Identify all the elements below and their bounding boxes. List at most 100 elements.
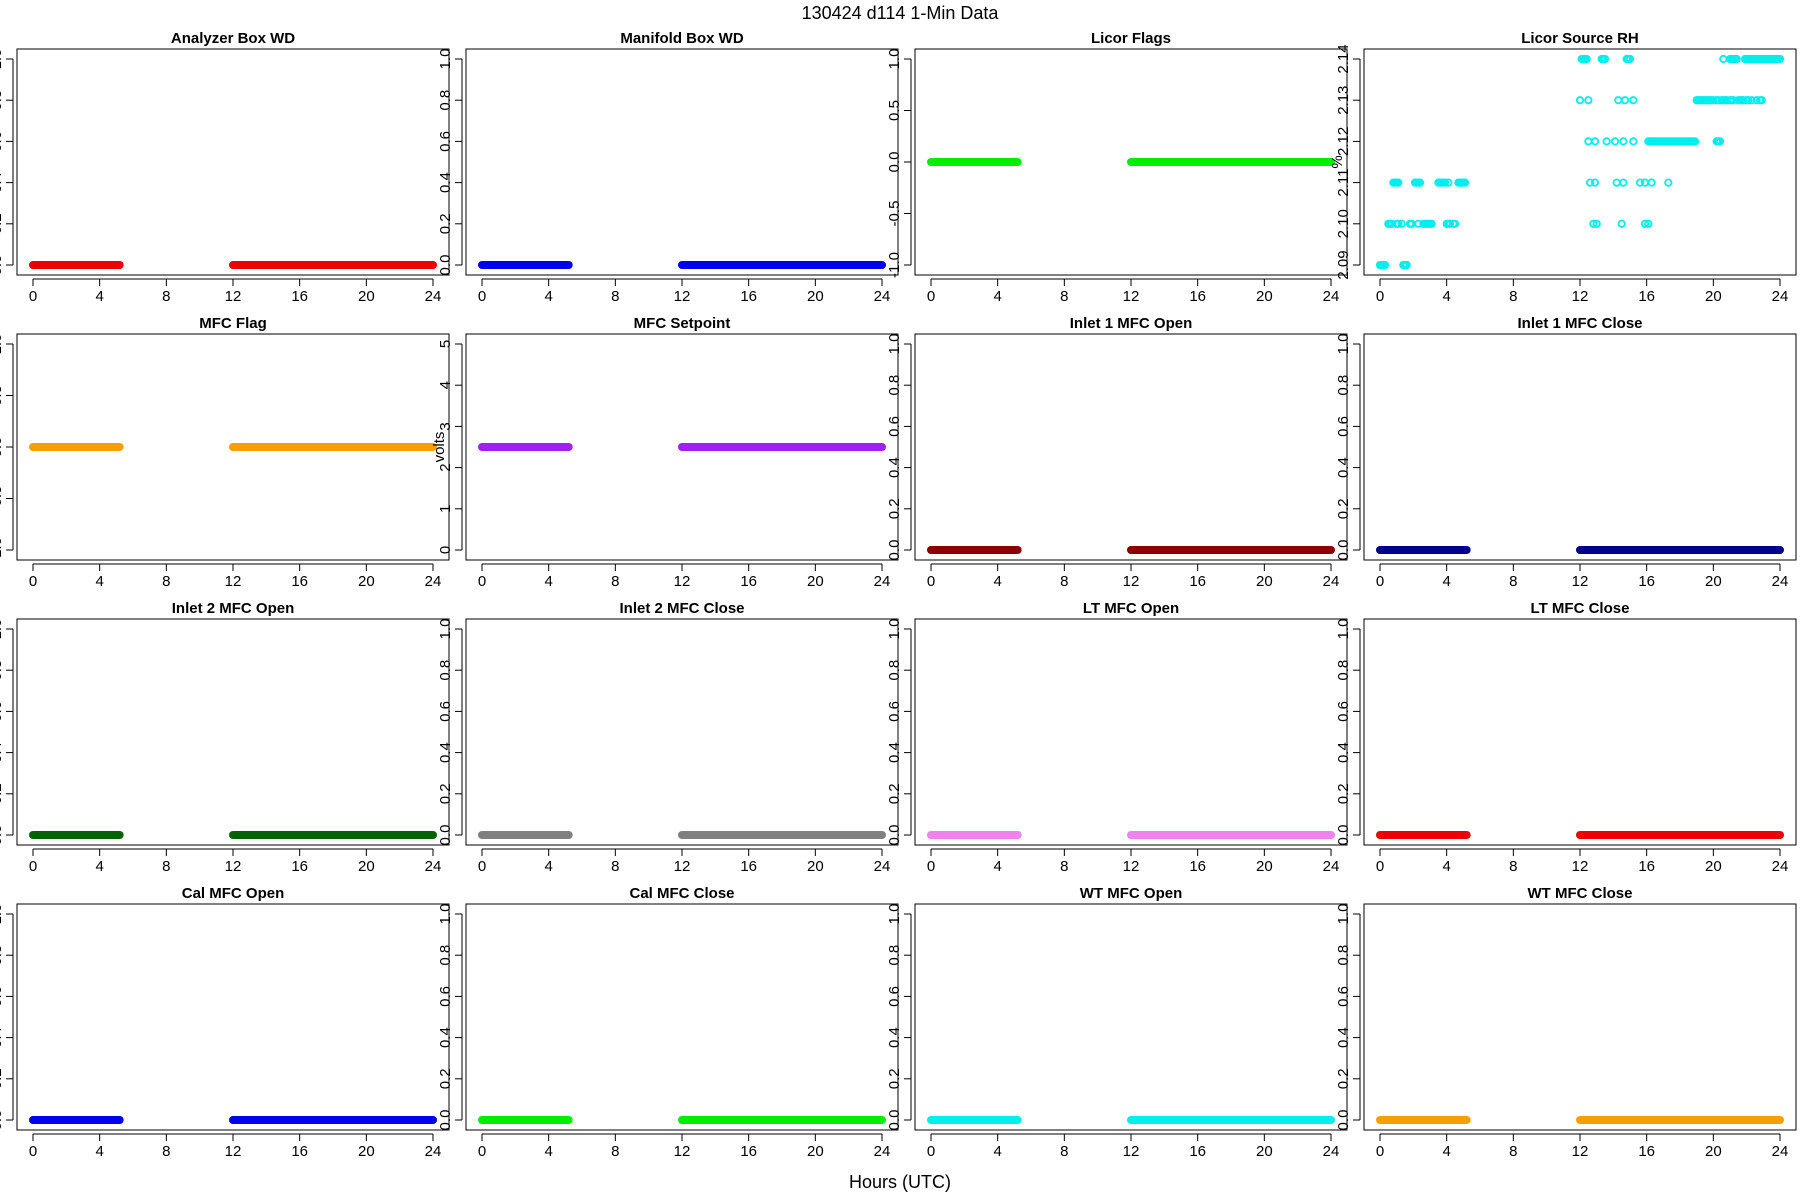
y-tick-label: 0.8	[886, 375, 903, 396]
y-tick-label: 0.2	[886, 498, 903, 519]
y-tick-label: -0.5	[886, 201, 903, 227]
x-tick-label: 0	[478, 573, 486, 590]
data-point	[1450, 219, 1460, 228]
y-tick-label: 1.0	[0, 49, 5, 70]
y-tick-label: 0.2	[886, 1068, 903, 1089]
plot-frame	[16, 48, 450, 276]
plot-frame	[16, 333, 450, 561]
y-tick-label: 2.12	[1335, 127, 1352, 156]
x-tick-label: 8	[611, 858, 619, 875]
y-tick-label: 0.6	[437, 986, 454, 1007]
x-tick-label: 24	[1323, 858, 1340, 875]
x-tick-label: 24	[425, 1143, 442, 1160]
y-tick-label: 0.0	[437, 825, 454, 846]
x-tick-label: 8	[162, 288, 170, 305]
x-tick-label: 12	[225, 858, 242, 875]
data-point	[1719, 54, 1728, 64]
y-tick-label: 0.2	[437, 1068, 454, 1089]
y-tick-label: 2.10	[1335, 209, 1352, 238]
x-tick-label: 16	[1638, 573, 1655, 590]
x-tick-label: 20	[807, 1143, 824, 1160]
x-tick-label: 4	[95, 858, 103, 875]
x-tick-label: 8	[1509, 573, 1517, 590]
x-tick-label: 24	[1323, 288, 1340, 305]
x-tick-label: 8	[1509, 858, 1517, 875]
data-point	[1440, 178, 1450, 187]
x-tick-label: 16	[740, 858, 757, 875]
data-point	[1445, 219, 1455, 228]
x-tick-label: 12	[1123, 1143, 1140, 1160]
data-point	[1620, 96, 1630, 105]
data-point	[1415, 178, 1425, 187]
y-tick-label: 1.0	[437, 904, 454, 925]
data-point	[1427, 219, 1436, 228]
panel-title: WT MFC Close	[1528, 885, 1633, 902]
y-tick-label: 1.0	[1335, 334, 1352, 355]
y-tick-label: 0.6	[886, 986, 903, 1007]
y-tick-label: 0.4	[1335, 457, 1352, 478]
chart-panel: Inlet 2 MFC Open 0 4 8 12 16 20 24 0.0 0.2 0.4 0.6 0…	[0, 600, 450, 875]
y-tick-label: 0.5	[0, 385, 5, 406]
y-tick-label: 0.2	[437, 783, 454, 804]
data-point	[1590, 178, 1600, 187]
x-tick-label: 24	[874, 573, 891, 590]
figure-xlabel: Hours (UTC)	[849, 1172, 951, 1192]
panel-title: WT MFC Open	[1080, 885, 1182, 902]
y-tick-label: 0.4	[886, 457, 903, 478]
x-tick-label: 16	[291, 573, 308, 590]
plot-frame	[465, 333, 899, 561]
y-tick-label: 0.6	[437, 131, 454, 152]
data-point	[1625, 54, 1635, 64]
x-tick-label: 16	[1189, 573, 1206, 590]
data-point	[1712, 137, 1721, 146]
y-tick-label: 2.11	[1335, 169, 1352, 197]
y-tick-label: 0.4	[0, 172, 5, 193]
x-tick-label: 24	[425, 288, 442, 305]
y-tick-label: 1.0	[1335, 904, 1352, 925]
y-tick-label: 0.2	[0, 213, 5, 234]
y-tick-label: 2	[437, 463, 454, 471]
x-tick-label: 16	[1638, 858, 1655, 875]
x-tick-label: 20	[358, 1143, 375, 1160]
x-tick-label: 24	[874, 858, 891, 875]
x-tick-label: 24	[874, 1143, 891, 1160]
y-tick-label: 0.5	[886, 100, 903, 121]
y-tick-label: 0.8	[0, 90, 5, 111]
x-tick-label: 0	[478, 288, 486, 305]
data-point	[1397, 219, 1406, 228]
y-tick-label: 1.0	[0, 904, 5, 925]
chart-panel: Inlet 2 MFC Close 0 4 8 12 16 20 24 0.0 0.2 0.4 0.6…	[437, 600, 899, 875]
chart-panel: Inlet 1 MFC Close 0 4 8 12 16 20 24 0.0 0.2 0.4 0.6…	[1335, 315, 1797, 590]
data-point	[1732, 54, 1741, 64]
x-tick-label: 20	[358, 573, 375, 590]
y-tick-label: 0.8	[437, 945, 454, 966]
x-tick-label: 4	[1442, 573, 1450, 590]
y-tick-label: 0.2	[437, 213, 454, 234]
x-tick-label: 4	[95, 1143, 103, 1160]
y-tick-label: 1.0	[0, 619, 5, 640]
x-tick-label: 8	[162, 1143, 170, 1160]
x-tick-label: 12	[1572, 288, 1589, 305]
x-tick-label: 4	[544, 1143, 552, 1160]
x-tick-label: 24	[1323, 573, 1340, 590]
plot-frame	[16, 903, 450, 1131]
panel-grid: Analyzer Box WD0 4 8 12 16 20 240.00.20.40.60.…	[0, 30, 1797, 1160]
data-point	[1602, 137, 1611, 146]
x-tick-label: 16	[1189, 858, 1206, 875]
x-tick-label: 8	[1060, 1143, 1068, 1160]
panel-title: Cal MFC Close	[629, 885, 734, 902]
data-point	[1690, 137, 1700, 146]
x-tick-label: 8	[1509, 288, 1517, 305]
x-tick-label: 12	[674, 1143, 691, 1160]
x-tick-label: 20	[807, 573, 824, 590]
data-point	[1589, 219, 1598, 228]
x-tick-label: 12	[225, 573, 242, 590]
plot-frame	[1363, 333, 1797, 561]
x-tick-label: 24	[425, 858, 442, 875]
x-tick-label: 16	[291, 288, 308, 305]
x-tick-label: 8	[1060, 573, 1068, 590]
data-point	[1380, 260, 1390, 270]
data-point	[1460, 178, 1470, 187]
x-tick-label: 12	[1572, 1143, 1589, 1160]
y-tick-label: 0.0	[1335, 1110, 1352, 1131]
